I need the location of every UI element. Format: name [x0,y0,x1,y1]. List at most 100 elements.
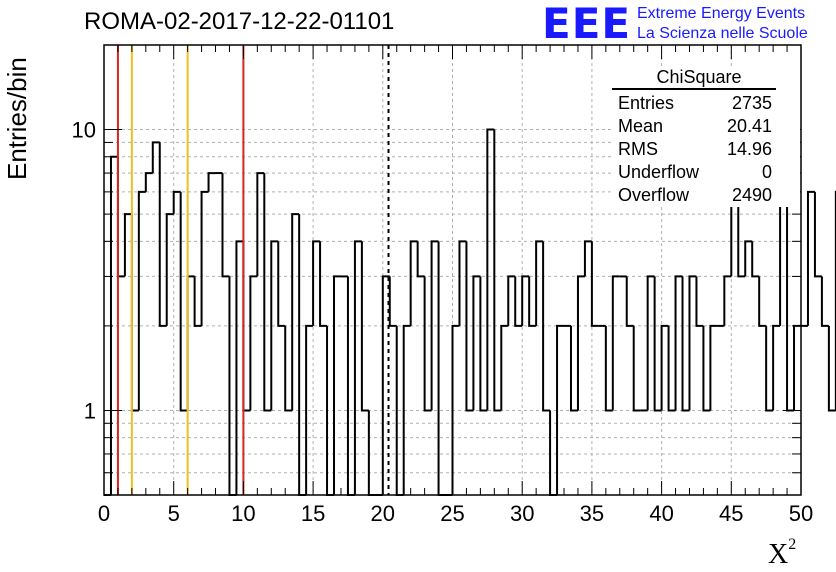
histogram-bin [437,241,446,496]
histogram-bin [284,325,293,412]
histogram-bin [737,173,746,278]
stats-value: 20.41 [726,116,772,136]
histogram-bin [151,141,160,174]
histogram-bin [333,275,341,495]
axes: 0 5 10 15 20 25 30 35 40 45 50 1 10 [72,44,813,526]
eee-logo: EEE [542,0,632,48]
histogram-bin [249,275,258,411]
x-tick-label: 45 [719,501,743,526]
histogram-bin [681,276,690,412]
histogram-bin [179,191,188,412]
histogram-bin [576,275,585,411]
histogram-bin [702,325,711,412]
logo-caption-line2: La Scienza nelle Scuole [637,25,808,42]
x-tick-label: 15 [301,501,325,526]
histogram-bin [556,324,565,495]
stats-row: Underflow 0 [612,161,800,184]
histogram-bin [193,276,202,327]
histogram-bin [486,128,495,411]
histogram-bin [758,276,767,327]
logo-caption: Extreme Energy Events La Scienza nelle S… [637,4,808,44]
stats-value: 2490 [731,185,772,205]
histogram-bin [200,190,209,326]
stats-label: RMS [618,139,658,159]
histogram-bin [235,240,244,495]
histogram-bin [319,241,328,327]
histogram-bin [744,240,753,277]
histogram-bin [542,241,551,412]
chart-title: ROMA-02-2017-12-22-01101 [84,8,395,35]
histogram-bin [263,173,272,412]
histogram-bin [514,276,523,327]
histogram-bin [291,213,300,411]
histogram-bin [423,276,432,412]
x-tick-label: 25 [440,501,464,526]
y-axis-label: Entries/bin [2,57,32,180]
stats-label: Mean [618,116,664,136]
histogram-bin [416,241,425,278]
histogram-bin [521,275,530,326]
histogram-bin [207,172,216,192]
histogram-bin [590,241,599,327]
stats-row: Mean 20.41 [612,115,800,138]
histogram-bin [346,276,355,496]
histogram-bin [653,276,662,412]
histogram-bin [820,276,829,327]
histogram-bin [298,214,307,496]
histogram-bin [500,324,509,411]
x-tick-label: 20 [371,501,395,526]
histogram-bin [667,325,676,412]
histogram-bin [709,324,718,411]
x-axis-label: X2 [768,536,797,570]
stats-label: Underflow [618,162,700,182]
stats-value: 0 [761,162,772,182]
histogram-bin [458,240,467,326]
histogram-bin [144,172,153,192]
histogram-bin [402,324,411,495]
histogram-bin [465,241,474,412]
histogram-bin [646,275,655,411]
histogram-bin [479,276,488,412]
x-tick-label: 0 [98,501,110,526]
histogram-bin [451,324,460,495]
y-tick-label: 10 [72,118,96,143]
histogram-bin [158,142,167,327]
histogram-bin [353,240,362,495]
histogram-bin [632,325,641,412]
histogram-bin [172,190,181,215]
histogram-bin [625,276,634,327]
histogram-bin [409,240,418,326]
stats-title: ChiSquare [612,66,776,90]
histogram-bin [381,275,390,495]
stats-box: ChiSquare Entries 2735 Mean 20.41 RMS 14.96… [612,66,800,207]
histogram-bin [793,324,801,411]
stats-label: Entries [618,93,675,113]
histogram-bin [751,241,760,278]
histogram-bin [772,324,781,411]
histogram-bin [305,324,314,495]
histogram-bin [228,276,237,496]
x-tick-label: 40 [649,501,673,526]
histogram-bin [786,173,795,412]
histogram-bin [604,325,613,412]
histogram-bin [688,275,697,411]
histogram-bin [123,213,132,277]
threshold-lines [116,45,390,495]
histogram-bin [493,129,502,412]
x-tick-label: 5 [168,501,180,526]
histogram-bin [165,213,174,326]
histogram-bin [695,276,704,327]
histogram-bin [256,172,265,277]
histogram-bin [130,214,139,412]
x-tick-label: 50 [789,501,813,526]
histogram-bin [388,276,397,327]
histogram-bin [611,275,620,411]
histogram-bin [507,275,516,326]
histogram-bin [116,156,125,278]
histogram-bin [221,173,230,278]
histogram-bin [186,275,195,411]
histogram-bin [137,190,146,411]
histogram-bin [528,276,537,327]
stats-value: 14.96 [726,139,772,159]
x-tick-label: 35 [580,501,604,526]
